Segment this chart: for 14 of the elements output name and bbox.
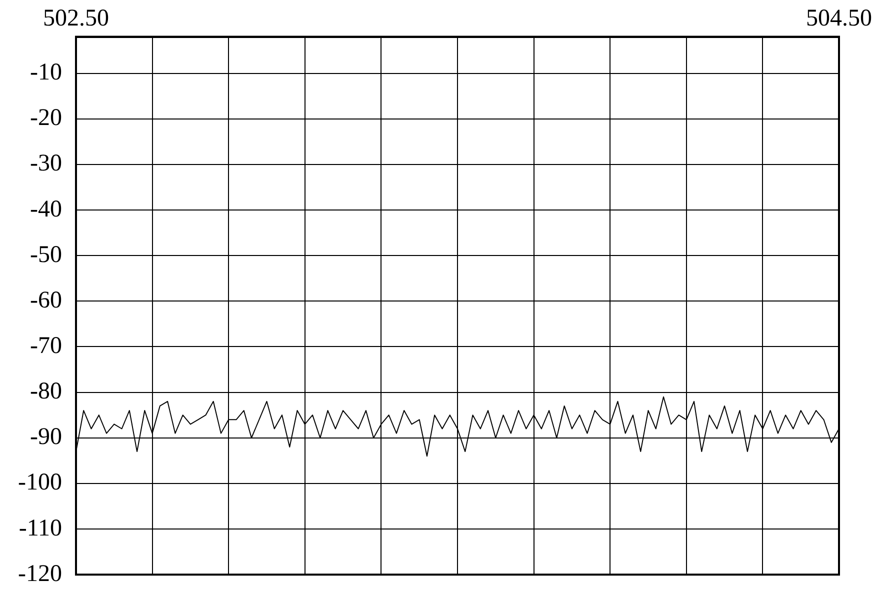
y-tick-label: -110 bbox=[18, 515, 62, 542]
y-tick-label: -10 bbox=[30, 60, 62, 86]
y-tick-label: -70 bbox=[30, 333, 62, 360]
y-tick-label: -120 bbox=[18, 560, 62, 587]
y-tick-label: -90 bbox=[30, 424, 62, 450]
y-tick-label: -80 bbox=[30, 378, 62, 405]
x-tick-label: 502.50 bbox=[42, 6, 109, 32]
y-tick-label: -50 bbox=[30, 242, 62, 268]
x-tick-label: 504.50 bbox=[806, 6, 872, 32]
y-tick-label: -40 bbox=[30, 196, 62, 222]
y-tick-label: -100 bbox=[18, 470, 62, 496]
y-tick-label: -20 bbox=[30, 105, 62, 132]
y-tick-label: -30 bbox=[30, 150, 62, 177]
y-tick-label: -60 bbox=[30, 287, 62, 314]
